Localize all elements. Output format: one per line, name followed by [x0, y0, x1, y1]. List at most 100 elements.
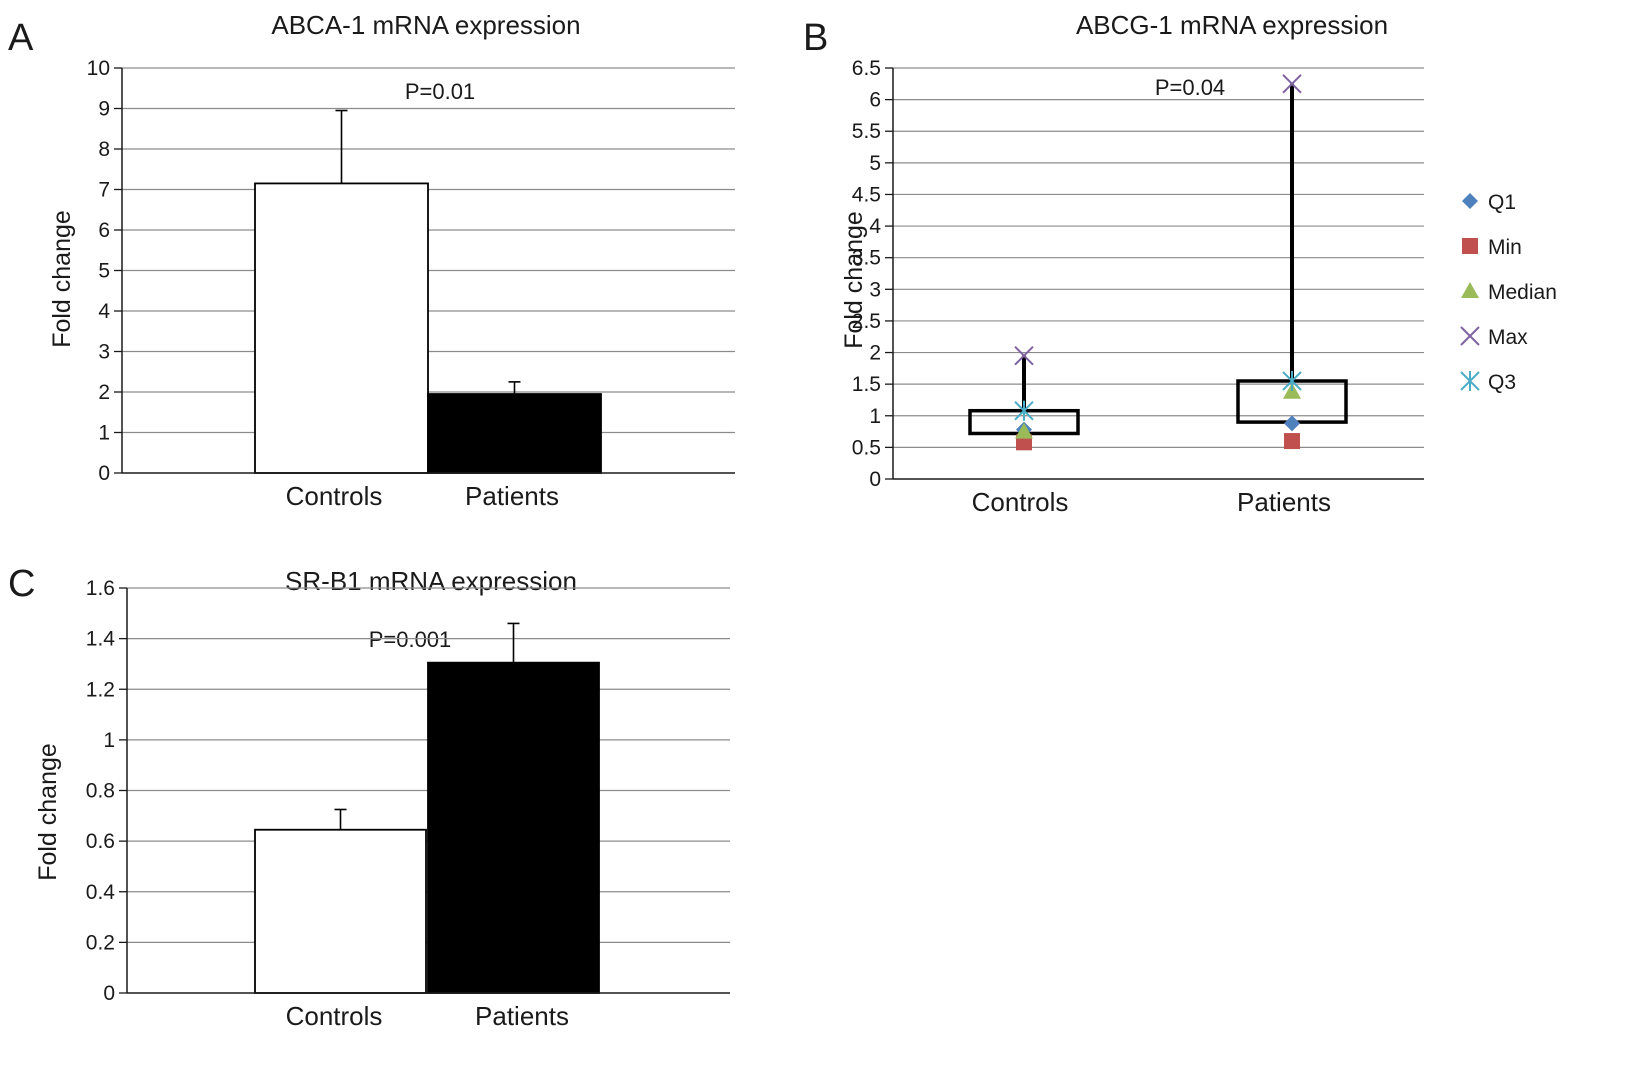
legend-item: Q3	[1460, 371, 1516, 394]
category-label: Controls	[286, 481, 383, 511]
y-tick-label: 2	[98, 381, 110, 404]
y-tick-label: 1.4	[86, 628, 116, 651]
y-tick-label: 0	[869, 468, 881, 491]
y-tick-label: 0.8	[86, 780, 115, 803]
y-tick-label: 3	[98, 341, 110, 364]
gridlines	[893, 67, 1424, 448]
legend-item: Median	[1461, 281, 1557, 304]
panel-b-box-chart: B ABCG-1 mRNA expression Fold change P=0…	[803, 10, 1557, 517]
bars	[254, 182, 602, 474]
y-tick-label: 0.4	[86, 881, 116, 904]
legend-item: Min	[1462, 236, 1522, 259]
legend-item: Max	[1460, 326, 1528, 349]
p-value-annotation: P=0.04	[1155, 75, 1225, 100]
bar	[427, 661, 600, 994]
y-tick-label: 1.5	[852, 373, 881, 396]
legend: Q1 Min Median Max Q3	[1460, 191, 1557, 394]
chart-title: SR-B1 mRNA expression	[285, 566, 577, 596]
marker-max	[1282, 74, 1302, 94]
axes	[885, 67, 1424, 480]
y-tick-labels: 0 0.5 1 1.5 2 2.5 3 3.5 4 4.5 5 5.5 6 6.5	[852, 57, 882, 491]
axes	[114, 67, 735, 474]
y-tick-label: 0	[98, 462, 110, 485]
legend-marker	[1460, 326, 1480, 346]
legend-label: Median	[1488, 281, 1557, 304]
y-tick-label: 5.5	[852, 120, 881, 143]
y-tick-label: 0.6	[86, 830, 115, 853]
category-labels: Controls Patients	[286, 481, 559, 511]
y-tick-label: 3	[869, 278, 881, 301]
y-tick-label: 2	[869, 342, 881, 365]
marker-max	[1014, 345, 1034, 366]
panel-letter: B	[803, 17, 828, 59]
y-tick-label: 2.5	[852, 310, 881, 333]
panel-letter: C	[8, 563, 35, 605]
y-tick-label: 8	[98, 138, 110, 161]
category-label: Controls	[286, 1001, 383, 1031]
marker-stroke	[1282, 74, 1302, 94]
y-tick-label: 5	[98, 260, 110, 283]
legend-label: Max	[1488, 326, 1528, 349]
category-label: Controls	[972, 487, 1069, 517]
bar	[427, 393, 602, 474]
y-tick-label: 1.2	[86, 678, 115, 701]
legend-label: Q1	[1488, 191, 1516, 214]
y-tick-label: 5	[869, 152, 881, 175]
bar	[254, 828, 427, 994]
y-tick-label: 1	[869, 405, 881, 428]
bars	[254, 661, 600, 994]
chart-title: ABCG-1 mRNA expression	[1076, 10, 1388, 40]
marker-min	[1284, 433, 1300, 450]
p-value-annotation: P=0.001	[369, 627, 452, 652]
y-tick-label: 1	[98, 422, 110, 445]
category-labels: Controls Patients	[972, 487, 1331, 517]
y-tick-label: 4	[98, 300, 110, 323]
y-tick-label: 6.5	[852, 57, 881, 80]
y-tick-label: 0.2	[86, 931, 115, 954]
y-tick-labels: 0 0.2 0.4 0.6 0.8 1 1.2 1.4 1.6	[86, 577, 116, 1005]
category-label: Patients	[475, 1001, 569, 1031]
y-tick-label: 4	[869, 215, 881, 238]
marker-median	[1015, 422, 1033, 439]
y-tick-label: 1	[103, 729, 115, 752]
marker-stroke	[1460, 326, 1480, 346]
panel-a-bar-chart: A ABCA-1 mRNA expression Fold change P=0…	[8, 10, 735, 511]
y-tick-label: 1.6	[86, 577, 115, 600]
legend-label: Q3	[1488, 371, 1516, 394]
y-tick-label: 0	[103, 982, 115, 1005]
legend-marker	[1461, 282, 1479, 298]
legend-label: Min	[1488, 236, 1522, 259]
marker-q3	[1014, 400, 1034, 421]
y-tick-label: 4.5	[852, 183, 881, 206]
category-labels: Controls Patients	[286, 1001, 569, 1031]
marker-q1	[1284, 415, 1300, 432]
panel-c-bar-chart: C SR-B1 mRNA expression Fold change P=0.…	[8, 563, 730, 1031]
y-tick-label: 7	[98, 179, 110, 202]
y-axis-label: Fold change	[48, 210, 76, 348]
bar	[254, 182, 429, 474]
marker-stroke	[1014, 345, 1034, 366]
panel-letter: A	[8, 17, 34, 59]
marker-q3	[1282, 370, 1302, 391]
chart-title: ABCA-1 mRNA expression	[271, 10, 580, 40]
legend-item: Q1	[1462, 191, 1516, 214]
y-tick-label: 3.5	[852, 247, 881, 270]
y-axis-label: Fold change	[840, 211, 868, 349]
legend-marker	[1462, 193, 1478, 209]
markers	[1014, 74, 1302, 451]
legend-marker	[1460, 371, 1480, 391]
whiskers	[1022, 83, 1294, 411]
y-axis-label: Fold change	[34, 743, 62, 881]
y-tick-labels: 0 1 2 3 4 5 6 7 8 9 10	[87, 57, 111, 485]
y-tick-label: 10	[87, 57, 110, 80]
y-tick-label: 0.5	[852, 436, 881, 459]
category-label: Patients	[465, 481, 559, 511]
p-value-annotation: P=0.01	[405, 79, 475, 104]
legend-marker	[1462, 238, 1478, 254]
y-tick-label: 6	[98, 219, 110, 242]
category-label: Patients	[1237, 487, 1331, 517]
y-tick-label: 6	[869, 89, 881, 112]
error-bars	[334, 622, 520, 830]
error-bars	[335, 109, 521, 395]
